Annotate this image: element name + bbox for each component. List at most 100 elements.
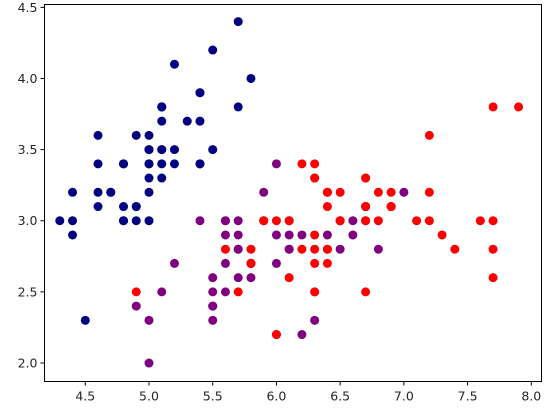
y-tick-label: 2.5	[18, 284, 38, 299]
x-tick-label: 5.0	[139, 389, 159, 404]
scatter-point	[68, 230, 78, 240]
scatter-point	[144, 315, 154, 325]
scatter-point	[310, 258, 320, 268]
x-tick-label: 7.0	[394, 389, 414, 404]
scatter-point	[195, 216, 205, 226]
y-tick-label: 3.0	[18, 213, 38, 228]
scatter-point	[233, 17, 243, 27]
scatter-point	[335, 187, 345, 197]
scatter-point	[233, 244, 243, 254]
scatter-point	[259, 216, 269, 226]
scatter-point	[106, 187, 116, 197]
x-axis: 4.5 5.0 5.5 6.0 6.5 7.0 7.5 8.0	[75, 381, 541, 404]
scatter-point	[310, 244, 320, 254]
scatter-point	[310, 159, 320, 169]
scatter-point	[169, 145, 179, 155]
y-tick-label: 3.5	[18, 142, 38, 157]
scatter-point	[322, 258, 332, 268]
scatter-point	[93, 159, 103, 169]
scatter-point	[271, 330, 281, 340]
scatter-point	[297, 244, 307, 254]
scatter-point	[144, 216, 154, 226]
scatter-point	[182, 116, 192, 126]
scatter-point	[144, 130, 154, 140]
scatter-point	[169, 159, 179, 169]
x-tick-label: 6.5	[330, 389, 350, 404]
scatter-point	[297, 330, 307, 340]
scatter-point	[424, 216, 434, 226]
scatter-point	[169, 258, 179, 268]
scatter-point	[246, 244, 256, 254]
scatter-point	[208, 145, 218, 155]
scatter-point	[322, 202, 332, 212]
scatter-point	[284, 230, 294, 240]
scatter-point	[284, 244, 294, 254]
x-tick-label: 7.5	[458, 389, 478, 404]
scatter-point	[310, 173, 320, 183]
scatter-point	[246, 73, 256, 83]
x-tick-label: 4.5	[75, 389, 95, 404]
scatter-point	[208, 45, 218, 55]
scatter-point	[361, 216, 371, 226]
scatter-point	[119, 202, 129, 212]
scatter-point	[373, 216, 383, 226]
scatter-point	[271, 258, 281, 268]
y-tick-label: 2.0	[18, 356, 38, 371]
scatter-point	[475, 216, 485, 226]
scatter-point	[131, 287, 141, 297]
scatter-point	[144, 358, 154, 368]
scatter-point	[131, 130, 141, 140]
scatter-point	[144, 187, 154, 197]
scatter-point	[373, 187, 383, 197]
scatter-point	[93, 187, 103, 197]
scatter-point	[220, 244, 230, 254]
scatter-point	[297, 159, 307, 169]
scatter-point	[348, 230, 358, 240]
scatter-point	[68, 187, 78, 197]
scatter-point	[220, 216, 230, 226]
scatter-point	[144, 173, 154, 183]
scatter-point	[208, 315, 218, 325]
scatter-point	[399, 187, 409, 197]
scatter-point	[488, 244, 498, 254]
scatter-point	[450, 244, 460, 254]
scatter-point	[271, 216, 281, 226]
scatter-point	[233, 287, 243, 297]
scatter-point	[246, 273, 256, 283]
scatter-point	[424, 187, 434, 197]
scatter-point	[131, 202, 141, 212]
scatter-point	[373, 244, 383, 254]
scatter-point	[233, 216, 243, 226]
points-layer	[55, 17, 524, 368]
scatter-point	[361, 287, 371, 297]
scatter-point	[271, 230, 281, 240]
x-tick-label: 6.0	[266, 389, 286, 404]
scatter-point	[386, 187, 396, 197]
scatter-point	[220, 287, 230, 297]
scatter-point	[80, 315, 90, 325]
scatter-point	[68, 216, 78, 226]
scatter-point	[361, 173, 371, 183]
scatter-point	[297, 230, 307, 240]
scatter-point	[208, 273, 218, 283]
scatter-point	[514, 102, 524, 112]
scatter-point	[246, 258, 256, 268]
scatter-point	[93, 130, 103, 140]
axes-frame	[44, 4, 542, 382]
scatter-point	[310, 230, 320, 240]
scatter-point	[322, 244, 332, 254]
scatter-point	[195, 88, 205, 98]
scatter-point	[131, 301, 141, 311]
scatter-point	[55, 216, 65, 226]
scatter-point	[259, 187, 269, 197]
y-tick-label: 4.5	[18, 0, 38, 15]
scatter-point	[322, 187, 332, 197]
scatter-point	[233, 230, 243, 240]
scatter-point	[284, 273, 294, 283]
scatter-point	[310, 315, 320, 325]
scatter-point	[195, 159, 205, 169]
scatter-point	[233, 102, 243, 112]
scatter-point	[119, 159, 129, 169]
scatter-point	[144, 145, 154, 155]
